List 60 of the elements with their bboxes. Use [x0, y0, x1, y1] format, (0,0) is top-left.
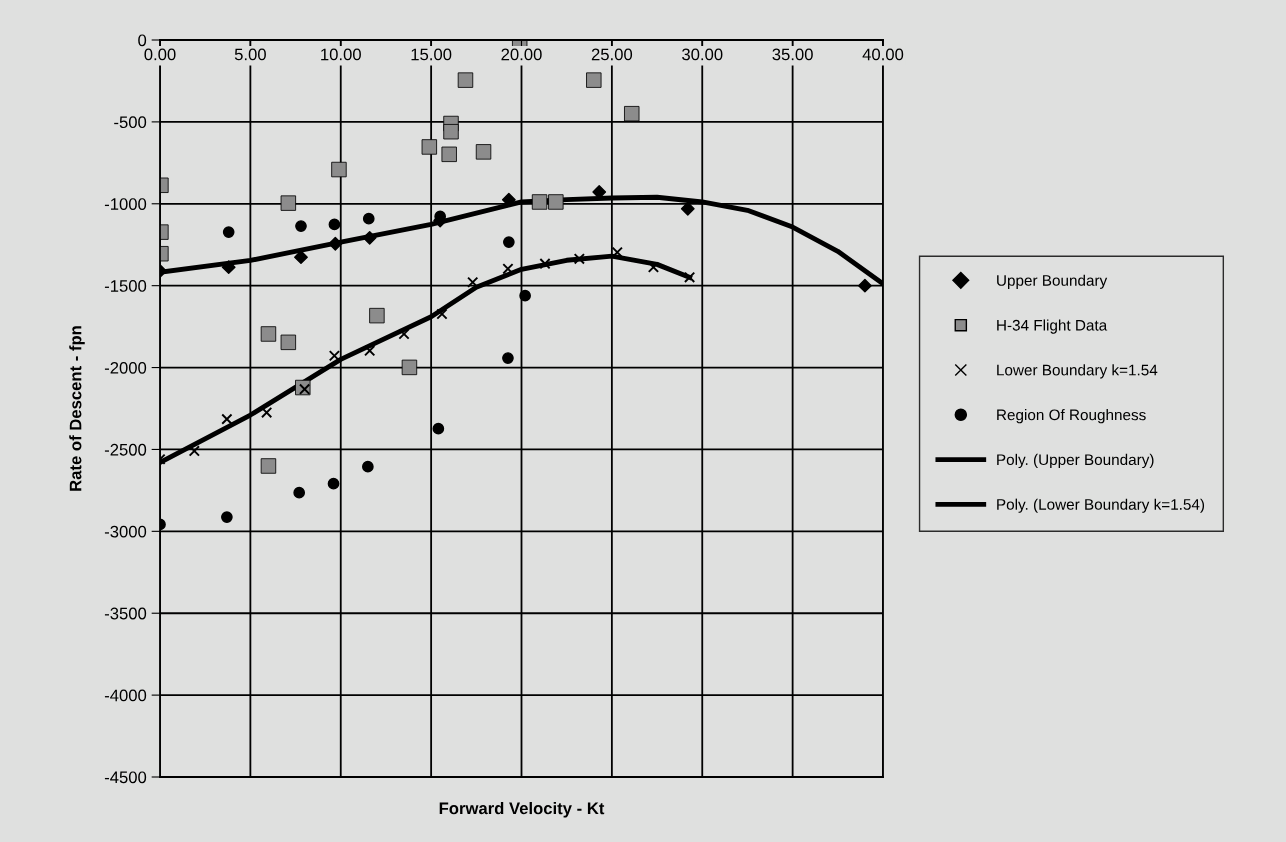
point [221, 511, 233, 523]
point [573, 253, 585, 265]
y-tick-label: -4000 [104, 689, 147, 702]
legend-label: Region Of Roughness [997, 409, 1146, 424]
point [502, 263, 514, 275]
legend-label: Lower Boundary k=1.54 [997, 364, 1158, 379]
point [221, 260, 236, 275]
x-tick-label: 10.00 [321, 48, 361, 61]
point [362, 230, 377, 245]
point [364, 345, 376, 357]
point [188, 445, 200, 457]
y-tick-label: -1000 [104, 198, 147, 210]
x-tick-label: 20.00 [501, 48, 542, 61]
point [398, 328, 410, 340]
x-tick-label: 25.00 [591, 48, 633, 61]
x-axis-title: Forward Velocity - Kt [439, 802, 605, 818]
x-tick-label: 15.00 [411, 48, 452, 61]
point [647, 261, 660, 273]
y-tick-label: -1500 [104, 280, 147, 292]
point [294, 250, 308, 265]
point [222, 226, 235, 238]
point [503, 236, 515, 248]
point [683, 271, 696, 283]
y-tick-label: -2000 [104, 361, 147, 374]
point [221, 413, 233, 425]
point [261, 406, 273, 419]
point [519, 289, 531, 302]
x-tick-label: 30.00 [682, 48, 723, 61]
point [293, 486, 306, 499]
x-tick-label: 35.00 [772, 48, 813, 61]
legend-label: H-34 Flight Data [997, 319, 1108, 334]
y-tick-label: 0 [138, 34, 147, 47]
y-tick-label: -2500 [104, 443, 147, 456]
point [362, 460, 374, 473]
point [858, 278, 872, 293]
point [502, 352, 514, 364]
point [295, 220, 307, 232]
y-tick-label: -4500 [104, 771, 147, 784]
point [539, 258, 551, 270]
point [328, 350, 341, 362]
point [467, 276, 479, 288]
x-tick-label: 5.00 [234, 48, 266, 61]
x-tick-label: 40.00 [862, 48, 904, 61]
point [432, 422, 445, 435]
legend-label: Poly. (Lower Boundary k=1.54) [997, 498, 1205, 513]
point [436, 308, 448, 320]
point [362, 212, 375, 225]
y-tick-label: -3000 [104, 525, 147, 538]
point [680, 201, 695, 216]
point [298, 383, 311, 395]
x-tick-label: 0.00 [144, 48, 176, 61]
point [327, 477, 340, 490]
legend-label: Poly. (Upper Boundary) [997, 453, 1154, 469]
y-axis-title: Rate of Descent - fpn [69, 326, 85, 491]
point [328, 218, 341, 231]
legend-label: Upper Boundary [997, 274, 1108, 289]
point [592, 185, 607, 199]
point [328, 236, 343, 251]
y-tick-label: -500 [114, 116, 147, 129]
y-tick-label: -3500 [104, 607, 147, 620]
